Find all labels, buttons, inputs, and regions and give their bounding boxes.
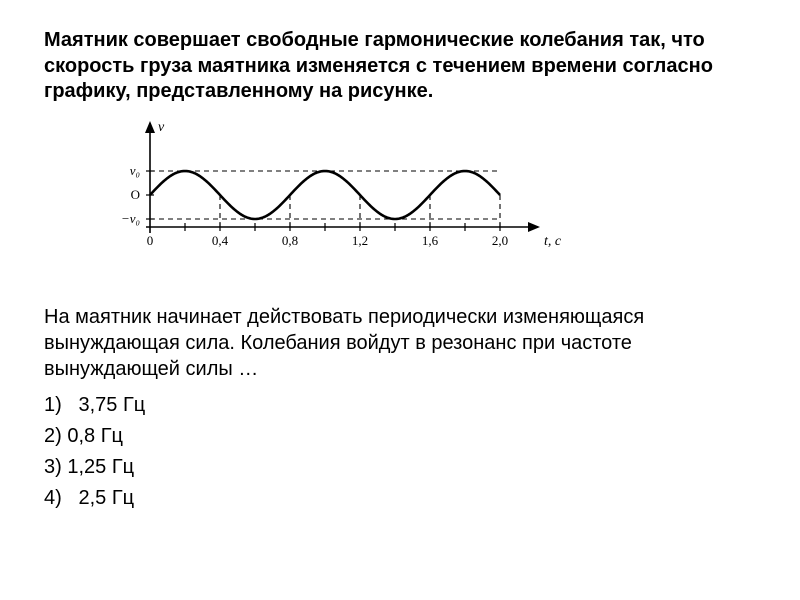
option-text: 1,25 Гц <box>67 456 134 478</box>
svg-text:2,0: 2,0 <box>492 233 508 248</box>
option-number: 1) <box>44 394 62 416</box>
svg-text:v: v <box>158 120 165 135</box>
answer-option-3: 3) 1,25 Гц <box>44 454 756 481</box>
answer-option-4: 4) 2,5 Гц <box>44 485 756 512</box>
answer-option-2: 2) 0,8 Гц <box>44 423 756 450</box>
svg-text:O: O <box>131 187 140 202</box>
problem-title: Маятник совершает свободные гармонически… <box>44 28 756 105</box>
option-number: 2) <box>44 425 62 447</box>
option-text: 2,5 Гц <box>78 487 134 509</box>
option-number: 4) <box>44 487 62 509</box>
velocity-chart: v v₀ O −v₀ 0 0,4 0,8 1,2 1,6 2,0 t, с <box>108 111 756 276</box>
svg-text:−v₀: −v₀ <box>121 211 140 226</box>
svg-text:1,6: 1,6 <box>422 233 439 248</box>
option-number: 3) <box>44 456 62 478</box>
svg-text:t, с: t, с <box>544 234 562 249</box>
option-text: 3,75 Гц <box>78 394 145 416</box>
question-prompt: На маятник начинает действовать периодич… <box>44 304 756 382</box>
answer-option-1: 1) 3,75 Гц <box>44 392 756 419</box>
option-text: 0,8 Гц <box>67 425 123 447</box>
svg-text:v₀: v₀ <box>130 163 140 178</box>
svg-text:0: 0 <box>147 233 154 248</box>
svg-text:0,4: 0,4 <box>212 233 229 248</box>
chart-svg: v v₀ O −v₀ 0 0,4 0,8 1,2 1,6 2,0 t, с <box>108 111 568 271</box>
svg-text:1,2: 1,2 <box>352 233 368 248</box>
page: Маятник совершает свободные гармонически… <box>0 0 800 536</box>
svg-text:0,8: 0,8 <box>282 233 298 248</box>
